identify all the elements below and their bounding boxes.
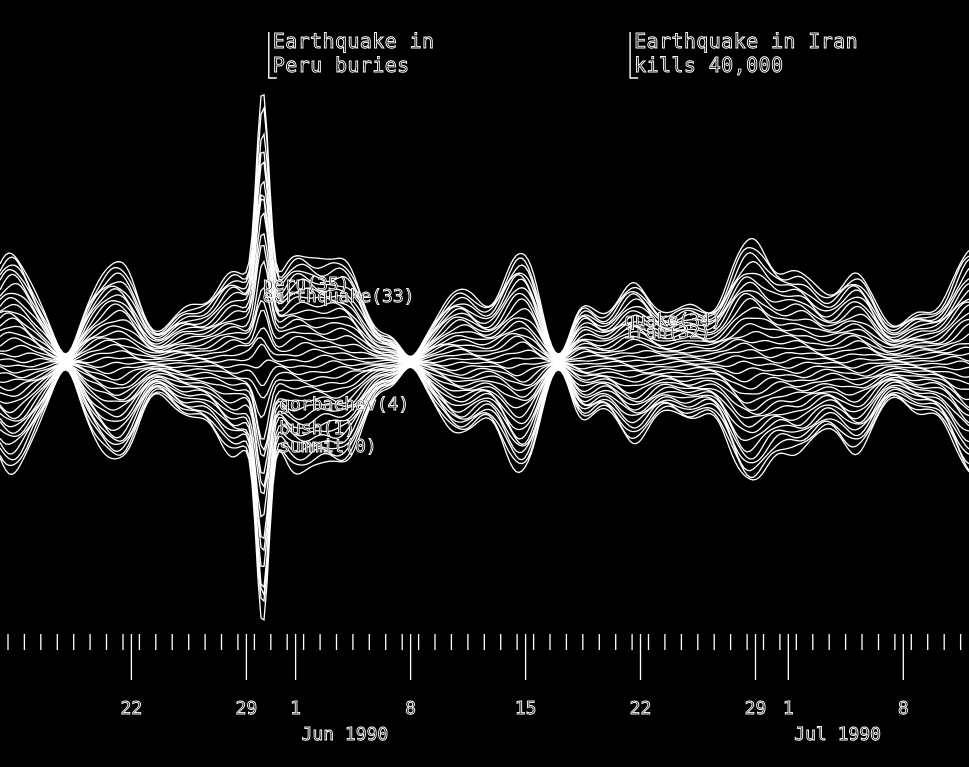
x-tick-label: 29	[236, 698, 258, 719]
term-label: gorbachev(4)	[279, 394, 409, 415]
annotation-line: Earthquake in Iran	[634, 29, 858, 53]
annotation-line: kills 40,000	[634, 53, 783, 77]
tick-labels: 22 29 1 8 15 22 29 1 8	[121, 698, 909, 719]
x-tick-label: 29	[745, 698, 767, 719]
term-label: iran(32)	[624, 322, 711, 343]
term-label: summit(0)	[279, 436, 377, 457]
month-label: Jun 1990	[302, 724, 389, 745]
annotation-line: Peru buries	[273, 53, 410, 77]
month-label: Jul 1990	[794, 724, 881, 745]
x-tick-label: 22	[630, 698, 652, 719]
x-tick-label: 1	[290, 698, 301, 719]
x-tick-label: 8	[898, 698, 909, 719]
term-label: earthquake(33)	[263, 286, 415, 307]
x-tick-label: 8	[405, 698, 416, 719]
x-tick-label: 1	[783, 698, 794, 719]
x-tick-label: 15	[515, 698, 537, 719]
annotation-line: Earthquake in	[273, 29, 435, 53]
x-tick-label: 22	[121, 698, 143, 719]
